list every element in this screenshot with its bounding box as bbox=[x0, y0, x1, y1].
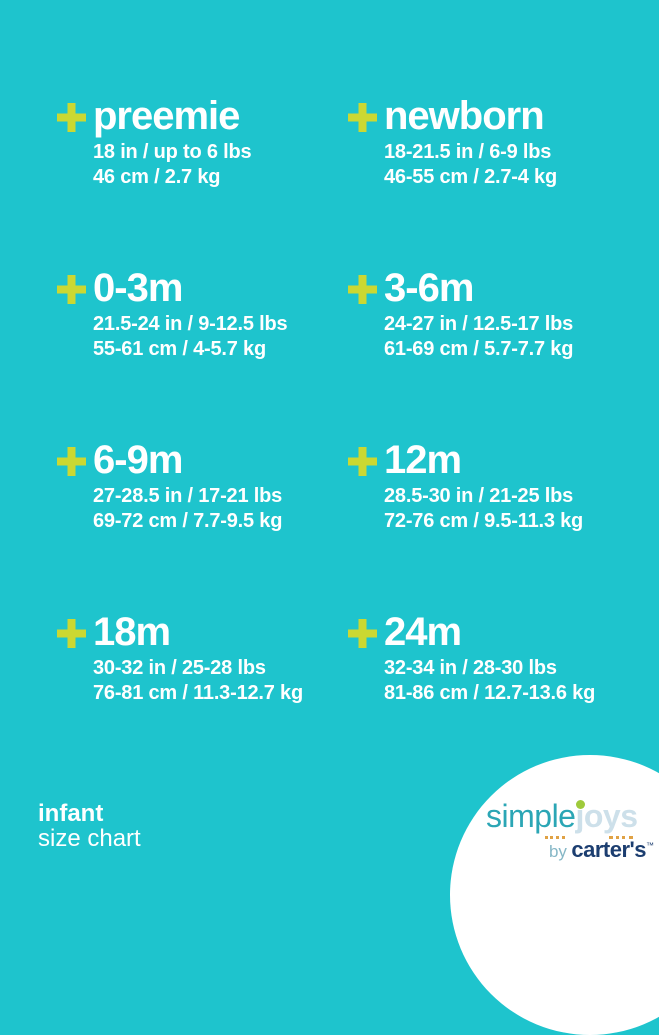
size-imperial: 28.5-30 in / 21-25 lbs bbox=[384, 485, 574, 507]
plus-icon bbox=[57, 619, 86, 648]
size-entry-newborn: newborn 18-21.5 in / 6-9 lbs 46-55 cm / … bbox=[348, 95, 659, 267]
size-imperial: 21.5-24 in / 9-12.5 lbs bbox=[93, 313, 288, 335]
size-metric: 72-76 cm / 9.5-11.3 kg bbox=[384, 510, 584, 532]
size-metric: 81-86 cm / 12.7-13.6 kg bbox=[384, 682, 596, 704]
size-label: 6-9m bbox=[93, 438, 183, 482]
size-imperial: 18 in / up to 6 lbs bbox=[93, 141, 252, 163]
size-entry-6-9m: 6-9m 27-28.5 in / 17-21 lbs 69-72 cm / 7… bbox=[57, 439, 348, 611]
brand-logo-wordmark: simple joys bbox=[486, 799, 658, 833]
brand-word-joys: joys bbox=[575, 798, 638, 834]
size-entry-0-3m: 0-3m 21.5-24 in / 9-12.5 lbs 55-61 cm / … bbox=[57, 267, 348, 439]
size-entry-3-6m: 3-6m 24-27 in / 12.5-17 lbs 61-69 cm / 5… bbox=[348, 267, 659, 439]
stitch-dots-icon bbox=[609, 836, 633, 839]
j-dot-icon bbox=[576, 800, 586, 809]
plus-icon bbox=[57, 275, 86, 304]
plus-icon bbox=[348, 275, 377, 304]
size-imperial: 32-34 in / 28-30 lbs bbox=[384, 657, 557, 679]
size-entry-12m: 12m 28.5-30 in / 21-25 lbs 72-76 cm / 9.… bbox=[348, 439, 659, 611]
size-metric: 55-61 cm / 4-5.7 kg bbox=[93, 338, 266, 360]
size-imperial: 18-21.5 in / 6-9 lbs bbox=[384, 141, 552, 163]
size-metric: 46 cm / 2.7 kg bbox=[93, 166, 221, 188]
size-label: 0-3m bbox=[93, 266, 183, 310]
byline-carters: carter's bbox=[571, 837, 646, 862]
size-metric: 46-55 cm / 2.7-4 kg bbox=[384, 166, 557, 188]
brand-logo-circle bbox=[450, 755, 659, 1035]
size-label: 3-6m bbox=[384, 266, 474, 310]
size-entry-18m: 18m 30-32 in / 25-28 lbs 76-81 cm / 11.3… bbox=[57, 611, 348, 783]
size-label: preemie bbox=[93, 94, 240, 138]
trademark-symbol: ™ bbox=[646, 841, 654, 850]
size-label: 12m bbox=[384, 438, 462, 482]
size-imperial: 27-28.5 in / 17-21 lbs bbox=[93, 485, 283, 507]
caption-title: infant bbox=[38, 800, 104, 827]
size-imperial: 24-27 in / 12.5-17 lbs bbox=[384, 313, 574, 335]
size-chart-grid: preemie 18 in / up to 6 lbs 46 cm / 2.7 … bbox=[57, 95, 659, 783]
size-label: 24m bbox=[384, 610, 462, 654]
size-metric: 61-69 cm / 5.7-7.7 kg bbox=[384, 338, 574, 360]
size-metric: 76-81 cm / 11.3-12.7 kg bbox=[93, 682, 303, 704]
plus-icon bbox=[348, 103, 377, 132]
size-entry-24m: 24m 32-34 in / 28-30 lbs 81-86 cm / 12.7… bbox=[348, 611, 659, 783]
brand-logo-byline: by carter's™ bbox=[486, 837, 658, 863]
brand-word-simple: simple bbox=[486, 798, 576, 834]
plus-icon bbox=[57, 103, 86, 132]
plus-icon bbox=[57, 447, 86, 476]
caption-subtitle: size chart bbox=[38, 825, 141, 852]
chart-caption: infant size chart bbox=[38, 801, 141, 851]
size-metric: 69-72 cm / 7.7-9.5 kg bbox=[93, 510, 283, 532]
brand-logo: simple joys by carter's™ bbox=[486, 799, 658, 863]
stitch-dots-icon bbox=[545, 836, 565, 839]
byline-by: by bbox=[548, 842, 567, 861]
size-label: 18m bbox=[93, 610, 171, 654]
size-entry-preemie: preemie 18 in / up to 6 lbs 46 cm / 2.7 … bbox=[57, 95, 348, 267]
size-imperial: 30-32 in / 25-28 lbs bbox=[93, 657, 266, 679]
size-label: newborn bbox=[384, 94, 545, 138]
plus-icon bbox=[348, 619, 377, 648]
plus-icon bbox=[348, 447, 377, 476]
